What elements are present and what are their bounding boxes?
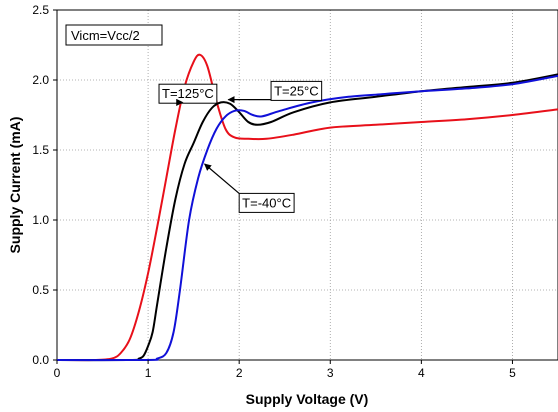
ticks-layer: 0 1 2 3 4 5 0.0 0.5 1.0 1.5 2.0 2.5 xyxy=(32,3,516,380)
annotation-0: T=125°C xyxy=(158,83,218,104)
annotation-arrow xyxy=(204,163,240,194)
annotation-box xyxy=(270,80,323,101)
annotation-label: T=-40°C xyxy=(242,195,291,210)
condition-label-box: Vicm=Vcc/2 xyxy=(65,24,163,46)
x-tick-label: 4 xyxy=(418,366,425,380)
annotations-layer: T=125°C T=25°C T=-40°C xyxy=(158,80,323,213)
condition-label: Vicm=Vcc/2 xyxy=(71,28,140,43)
y-tick-label: 1.5 xyxy=(32,143,49,157)
annotation-2: T=-40°C xyxy=(204,163,295,213)
x-axis-label: Supply Voltage (V) xyxy=(246,391,369,407)
annotation-1: T=25°C xyxy=(227,80,323,104)
y-tick-label: 0.0 xyxy=(32,353,49,367)
annotation-label: T=25°C xyxy=(274,83,319,98)
plot-area xyxy=(56,9,558,361)
y-tick-label: 1.0 xyxy=(32,213,49,227)
x-tick-label: 1 xyxy=(145,366,152,380)
series-line-t-125-c-0 xyxy=(56,53,558,362)
annotation-box xyxy=(158,83,218,104)
x-tick-label: 5 xyxy=(509,366,516,380)
series-line-t-40-c-2 xyxy=(56,74,558,362)
annotation-box xyxy=(238,192,295,213)
x-tick-label: 3 xyxy=(327,366,334,380)
series-layer xyxy=(56,53,558,362)
y-tick-label: 2.0 xyxy=(32,73,49,87)
x-tick-label: 2 xyxy=(236,366,243,380)
series-line-t-25-c-1 xyxy=(56,73,558,362)
annotation-label: T=125°C xyxy=(162,86,214,101)
x-tick-label: 0 xyxy=(54,366,61,380)
grid xyxy=(57,10,558,360)
y-tick-label: 2.5 xyxy=(32,3,49,17)
y-axis-label: Supply Current (mA) xyxy=(7,117,23,254)
y-tick-label: 0.5 xyxy=(32,283,49,297)
